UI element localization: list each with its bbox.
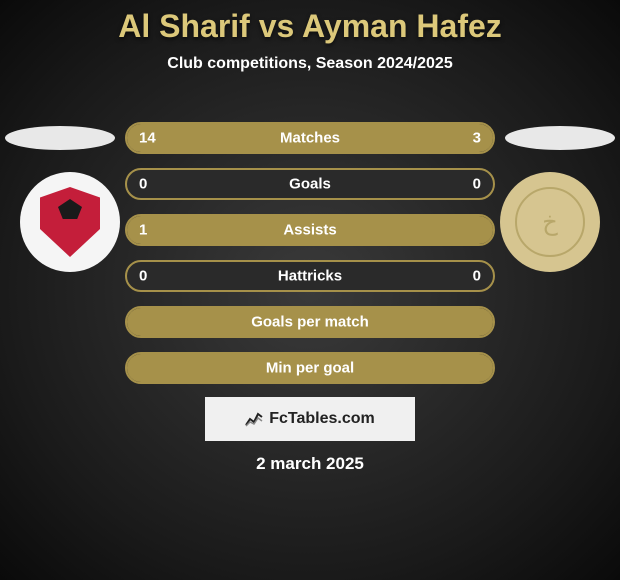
stat-row-goals: 0 Goals 0 (125, 168, 495, 200)
club-badge-right: خ (500, 172, 600, 272)
stat-value-right: 0 (473, 268, 481, 285)
page-subtitle: Club competitions, Season 2024/2025 (0, 55, 620, 73)
player-left-avatar (5, 126, 115, 150)
stats-container: 14 Matches 3 0 Goals 0 1 Assists 0 Hattr… (125, 122, 495, 398)
stat-label: Goals per match (251, 314, 369, 331)
stat-value-left: 0 (139, 176, 147, 193)
stat-label: Min per goal (266, 360, 354, 377)
stat-value-left: 1 (139, 222, 147, 239)
stat-value-right: 3 (473, 130, 481, 147)
stat-value-right: 0 (473, 176, 481, 193)
player-right-avatar (505, 126, 615, 150)
stat-row-matches: 14 Matches 3 (125, 122, 495, 154)
stat-row-hattricks: 0 Hattricks 0 (125, 260, 495, 292)
stat-label: Matches (280, 130, 340, 147)
bar-right (427, 124, 493, 152)
stat-row-min-per-goal: Min per goal (125, 352, 495, 384)
stat-row-assists: 1 Assists (125, 214, 495, 246)
stat-label: Goals (289, 176, 331, 193)
date-label: 2 march 2025 (256, 454, 364, 474)
stat-value-left: 14 (139, 130, 156, 147)
stat-value-left: 0 (139, 268, 147, 285)
club-badge-left (20, 172, 120, 272)
page-title: Al Sharif vs Ayman Hafez (0, 0, 620, 45)
stat-row-goals-per-match: Goals per match (125, 306, 495, 338)
stat-label: Assists (283, 222, 336, 239)
chart-icon (245, 411, 263, 427)
watermark-link[interactable]: FcTables.com (205, 397, 415, 441)
club-logo-icon: خ (515, 187, 585, 257)
watermark-text: FcTables.com (269, 410, 375, 428)
stat-label: Hattricks (278, 268, 342, 285)
bar-left (127, 124, 427, 152)
shield-icon (40, 187, 100, 257)
